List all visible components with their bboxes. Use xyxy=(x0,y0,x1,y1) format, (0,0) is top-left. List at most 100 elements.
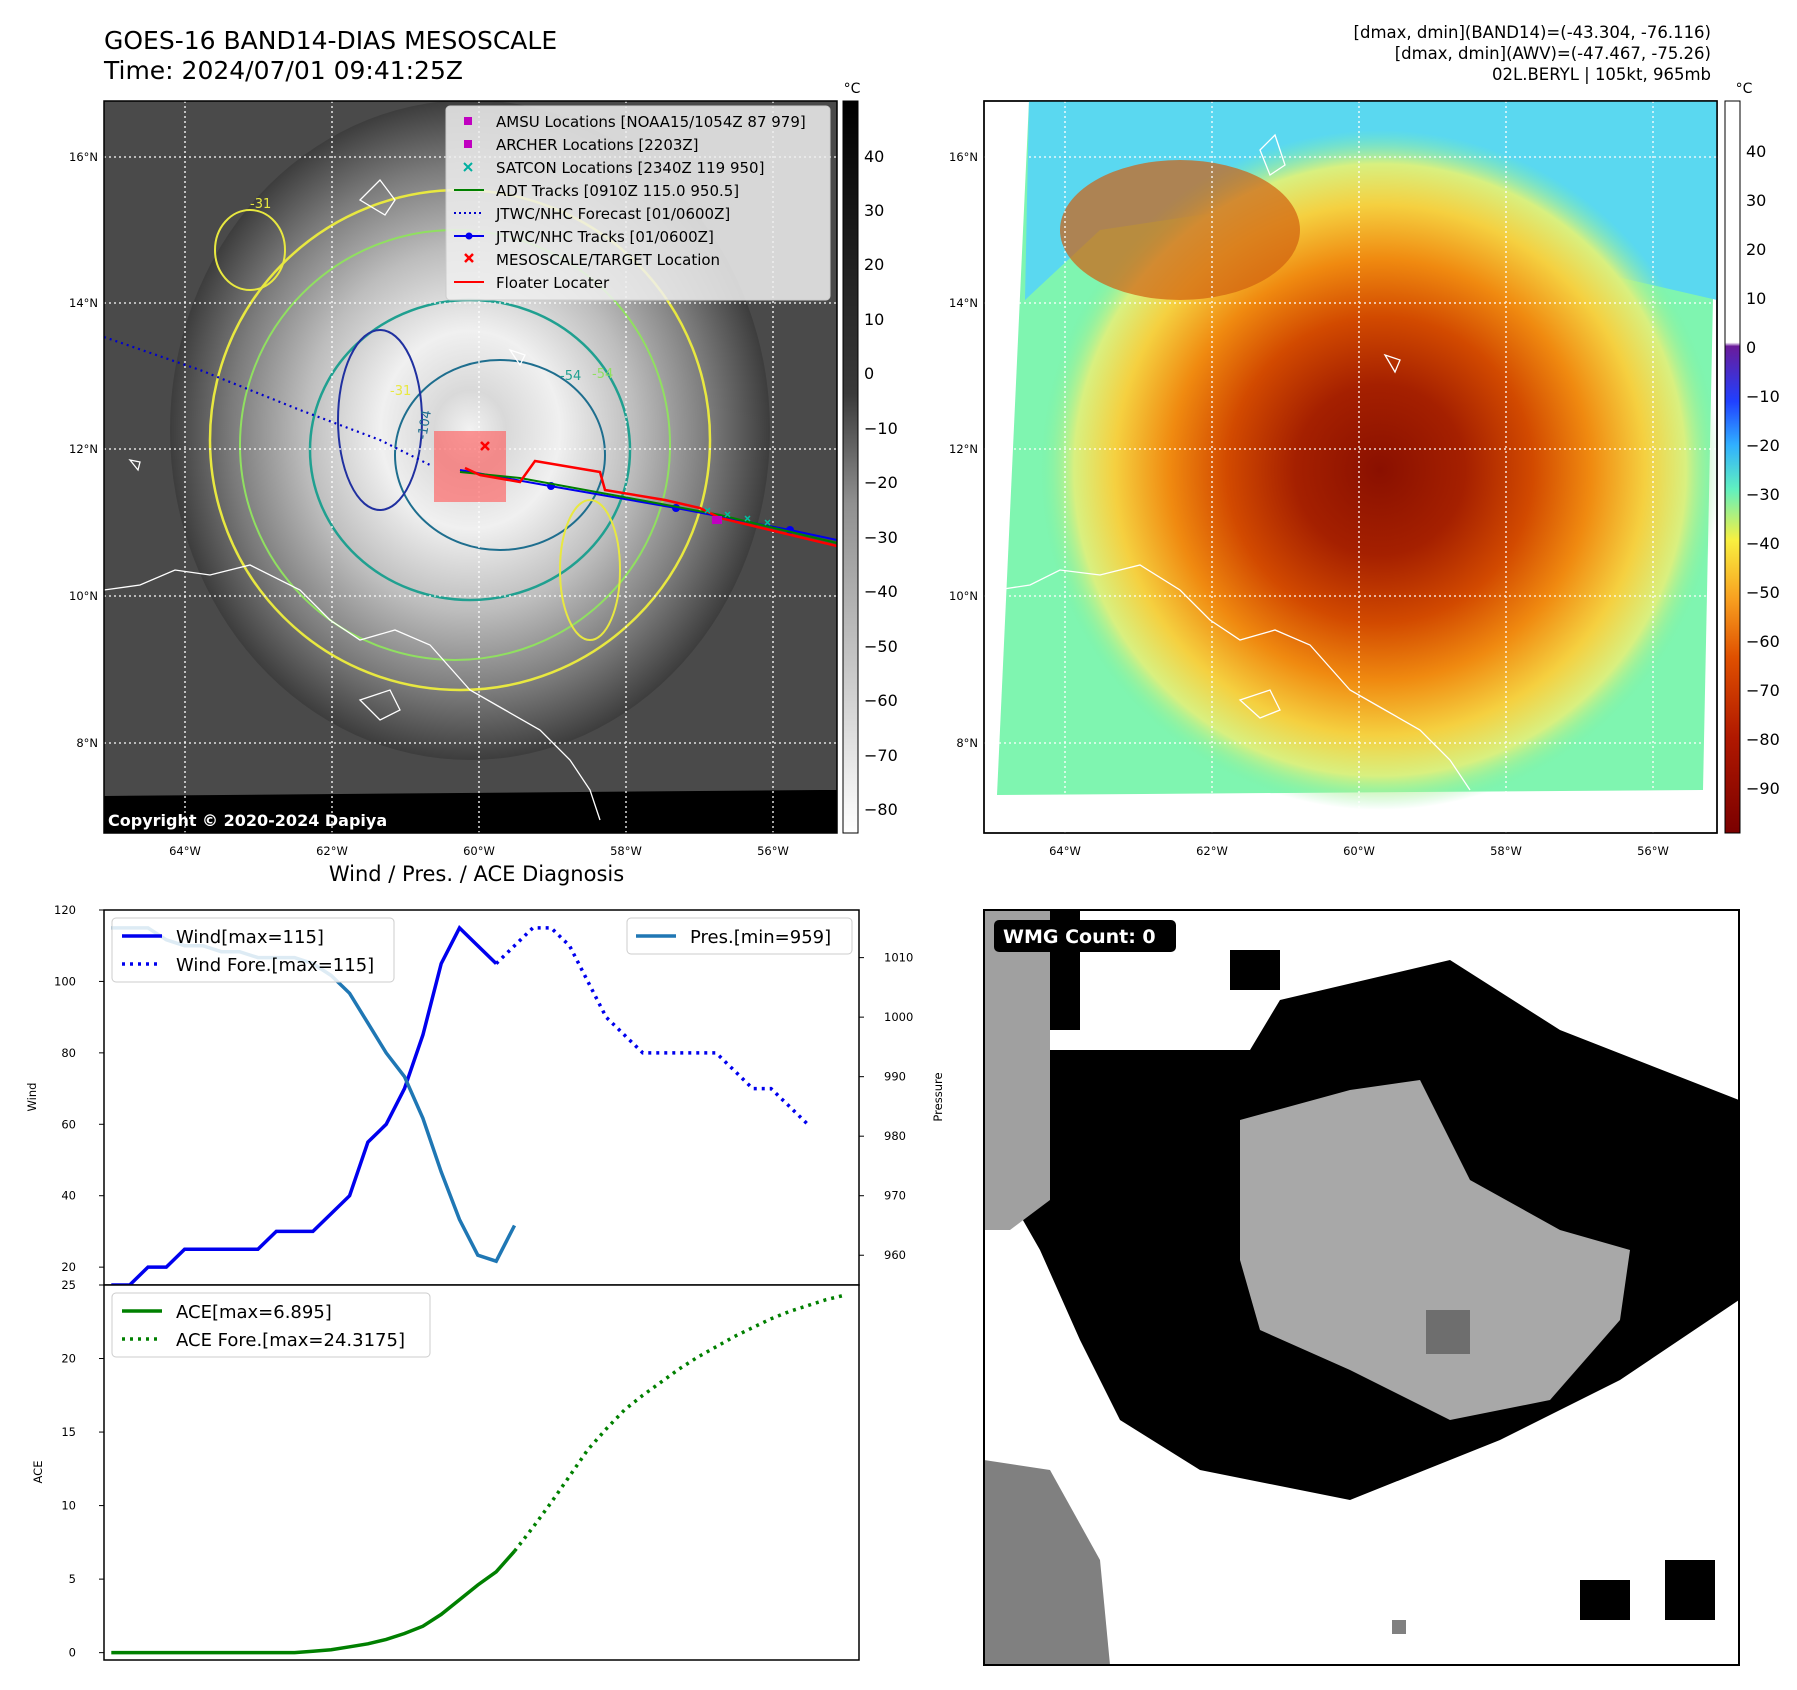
cb-tick: −20 xyxy=(1746,436,1780,455)
contour-label: -104 xyxy=(415,409,435,441)
ir-colorbar xyxy=(842,100,859,834)
wmg-sw-region xyxy=(984,1460,1110,1665)
storm-id-intensity: 02L.BERYL | 105kt, 965mb xyxy=(1492,65,1711,84)
y-tick-label: 25 xyxy=(61,1278,76,1292)
color-storm xyxy=(1040,130,1717,810)
cb-tick: 10 xyxy=(1746,289,1766,308)
copyright-text: Copyright © 2020-2024 Dapiya xyxy=(108,811,387,830)
legend-label: ARCHER Locations [2203Z] xyxy=(496,136,699,154)
legend-amsu-icon xyxy=(464,117,472,125)
forecast-track xyxy=(104,335,431,466)
cb-tick: 0 xyxy=(1746,338,1756,357)
ace-ticks: 0 5 10 15 20 25 xyxy=(61,1278,104,1660)
cb-tick: −60 xyxy=(864,691,898,710)
y2-tick-label: 970 xyxy=(884,1189,906,1203)
y-tick-label: 0 xyxy=(69,1646,76,1660)
figure-title: GOES-16 BAND14-DIAS MESOSCALE Time: 2024… xyxy=(104,26,557,86)
cb-tick: −60 xyxy=(1746,632,1780,651)
awv-range: [dmax, dmin](AWV)=(-47.467, -75.26) xyxy=(1394,44,1711,63)
ace-series xyxy=(111,1293,845,1655)
legend-label: ACE[max=6.895] xyxy=(176,1302,332,1323)
lon-tick: 58°W xyxy=(610,844,642,858)
wmg-block xyxy=(1230,950,1280,990)
adt-track xyxy=(459,471,837,544)
cb-tick: −20 xyxy=(864,473,898,492)
y-tick-label: 60 xyxy=(61,1117,76,1131)
cb-tick: −30 xyxy=(864,528,898,547)
legend-label: JTWC/NHC Tracks [01/0600Z] xyxy=(495,228,714,246)
lon-tick: 62°W xyxy=(1196,844,1228,858)
legend-label: Wind[max=115] xyxy=(176,927,324,948)
y-tick-label: 5 xyxy=(69,1572,76,1586)
cb-tick: −50 xyxy=(1746,583,1780,602)
ace-legend: ACE[max=6.895] ACE Fore.[max=24.3175] xyxy=(111,1292,431,1358)
ace-axis-label: ACE xyxy=(31,1461,45,1484)
legend-label: AMSU Locations [NOAA15/1054Z 87 979] xyxy=(496,113,806,131)
cb-tick: 20 xyxy=(1746,240,1766,259)
y-tick-label: 100 xyxy=(54,974,76,988)
legend-archer-icon xyxy=(464,140,472,148)
legend-label: MESOSCALE/TARGET Location xyxy=(496,251,720,269)
cb-tick: 30 xyxy=(864,201,884,220)
color-colorbar-ticks: 40 30 20 10 0 −10 −20 −30 −40 −50 −60 −7… xyxy=(1746,142,1780,798)
cb-tick: −90 xyxy=(1746,779,1780,798)
cb-tick: −50 xyxy=(864,637,898,656)
wind-ticks: 20 40 60 80 100 120 xyxy=(54,903,104,1274)
cb-tick: −70 xyxy=(864,746,898,765)
legend-target-icon xyxy=(464,253,474,263)
ir-colorbar-unit: °C xyxy=(844,81,861,97)
wmg-eye-region xyxy=(1426,1310,1470,1354)
ir-lon-ticks: 64°W 62°W 60°W 58°W 56°W xyxy=(169,844,789,858)
lon-tick: 60°W xyxy=(1343,844,1375,858)
ir-map-panel: -31 -54 -31 -54 -104 xyxy=(69,81,898,858)
amsu-marker xyxy=(712,516,722,524)
y-tick-label: 15 xyxy=(61,1425,76,1439)
legend-satcon-icon xyxy=(463,162,473,172)
wmg-block xyxy=(1665,1560,1715,1620)
legend-label: SATCON Locations [2340Z 119 950] xyxy=(496,159,764,177)
y2-tick-label: 1010 xyxy=(884,951,913,965)
legend-label: Floater Locater xyxy=(496,274,610,292)
ace-legend-box xyxy=(111,1292,431,1358)
lat-tick: 8°N xyxy=(76,736,98,750)
contour-label: -54 xyxy=(592,367,613,382)
wind-legend-box xyxy=(111,917,395,983)
cb-tick: −10 xyxy=(864,419,898,438)
legend-jtwc-point xyxy=(465,232,473,240)
cb-tick: 0 xyxy=(864,364,874,383)
wind-axis-label: Wind xyxy=(25,1083,39,1112)
lat-tick: 16°N xyxy=(69,150,98,164)
legend-label: ACE Fore.[max=24.3175] xyxy=(176,1330,405,1351)
ir-coastlines xyxy=(104,179,601,821)
satcon-markers xyxy=(704,507,771,526)
lat-tick: 8°N xyxy=(956,736,978,750)
lon-tick: 62°W xyxy=(316,844,348,858)
cb-tick: 30 xyxy=(1746,191,1766,210)
series-line-wind-fore xyxy=(494,926,809,1126)
wmg-block xyxy=(1580,1580,1630,1620)
y-tick-label: 40 xyxy=(61,1189,76,1203)
series-line-ace xyxy=(111,1550,516,1655)
cb-tick: −30 xyxy=(1746,485,1780,504)
lat-tick: 14°N xyxy=(949,296,978,310)
storm-summary: [dmax, dmin](BAND14)=(-43.304, -76.116) … xyxy=(1354,22,1711,85)
lon-tick: 56°W xyxy=(757,844,789,858)
cb-tick: −80 xyxy=(864,800,898,819)
ir-colorbar-ticks: 40 30 20 10 0 −10 −20 −30 −40 −50 −60 −7… xyxy=(864,147,898,819)
wind-legend: Wind[max=115] Wind Fore.[max=115] Pres.[… xyxy=(111,917,853,983)
ir-legend: AMSU Locations [NOAA15/1054Z 87 979] ARC… xyxy=(445,105,831,301)
color-lat-ticks: 16°N 14°N 12°N 10°N 8°N xyxy=(949,150,978,750)
y2-tick-label: 980 xyxy=(884,1129,906,1143)
cb-tick: 10 xyxy=(864,310,884,329)
cb-tick: −70 xyxy=(1746,681,1780,700)
wmg-panel: WMG Count: 0 xyxy=(983,909,1740,1666)
y2-tick-label: 960 xyxy=(884,1248,906,1262)
color-lon-ticks: 64°W 62°W 60°W 58°W 56°W xyxy=(1049,844,1669,858)
color-colorbar xyxy=(1724,100,1741,834)
lon-tick: 64°W xyxy=(169,844,201,858)
legend-label: Wind Fore.[max=115] xyxy=(176,955,374,976)
wmg-core-region xyxy=(1240,1080,1630,1420)
cb-tick: −40 xyxy=(864,582,898,601)
lat-tick: 16°N xyxy=(949,150,978,164)
